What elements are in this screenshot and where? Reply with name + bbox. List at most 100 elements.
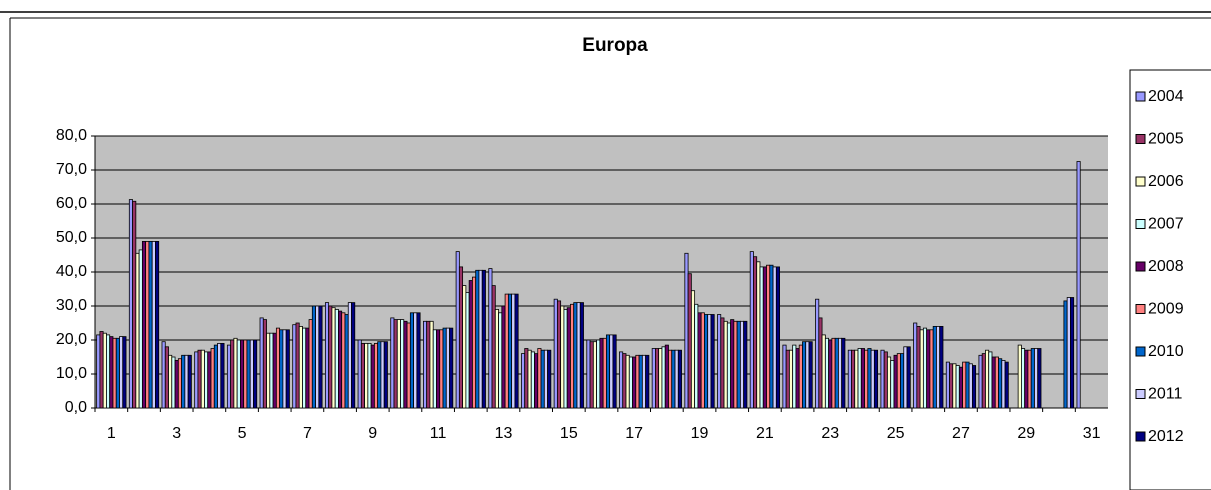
bar [423,320,428,409]
bar [432,329,437,409]
bar [217,342,222,409]
bar [1063,300,1068,409]
bar [292,324,297,409]
bar [249,339,254,409]
bar [488,268,493,409]
bar [102,332,107,409]
bar [122,336,127,409]
bar [926,329,931,409]
bar [690,290,696,409]
bar [99,331,104,409]
bar [449,327,454,409]
bar [298,325,303,409]
legend-swatch [1135,176,1146,187]
bar [527,349,532,409]
bar [269,332,274,409]
bar [900,353,905,409]
bar [792,344,797,409]
bar [436,329,441,409]
bar [168,354,173,409]
bar [945,361,950,409]
bar [756,261,761,409]
bar [475,269,480,409]
bar [949,363,954,409]
bar [808,341,813,409]
bar [315,305,320,409]
bar [213,344,218,409]
bar [367,342,372,409]
bar [1017,344,1022,409]
bar [403,320,408,409]
bar [262,319,267,409]
bar [119,336,124,409]
x-tick-label: 21 [756,425,774,442]
bar [236,339,241,409]
bar [655,348,660,409]
bar [128,199,133,409]
bar [723,320,728,409]
bar [903,346,908,409]
bar [971,365,977,409]
bar [364,342,369,409]
bar [782,344,787,409]
bar [230,339,235,409]
bar [991,356,996,409]
bar [151,240,156,409]
bar [141,240,147,409]
bar [625,354,630,409]
bar [521,353,526,409]
bar [838,337,843,409]
bar [622,353,627,409]
bar [896,353,901,409]
bar [400,319,405,409]
bar [383,341,388,409]
bar [553,298,558,409]
bar [981,353,986,409]
bar [275,327,281,409]
bar [331,307,336,409]
bar [514,293,519,409]
bar [465,291,470,409]
bar [1030,348,1035,409]
bar [164,346,169,409]
bar [226,344,232,409]
bar [204,351,209,409]
bar [684,252,689,409]
bar [831,337,836,409]
bar [1034,348,1039,409]
bar [308,319,313,409]
bar [592,341,597,409]
bar [357,339,362,409]
bar [1027,349,1032,409]
bar [710,314,715,409]
bar [772,266,777,409]
bar [726,322,731,409]
bar [259,317,264,409]
y-tick-label: 10,0 [56,365,87,382]
bar [481,269,486,409]
bar [730,319,735,409]
bar [547,349,552,409]
bar [390,317,395,409]
bar [739,320,745,409]
y-tick-label: 60,0 [56,195,87,212]
bar [775,266,780,409]
legend-swatch [1135,346,1146,357]
bar [893,354,898,409]
bar [847,349,852,409]
bar [161,341,166,409]
x-tick-label: 15 [560,425,578,442]
bar [233,337,238,409]
bar [651,348,656,409]
bar [717,314,722,409]
legend-swatch [1135,219,1146,229]
bar [694,303,699,409]
bar [524,348,529,409]
bar [664,344,669,409]
bar [148,240,153,409]
bar [155,240,160,409]
x-tick-label: 7 [303,425,312,442]
y-tick-label: 70,0 [56,161,87,178]
bar [958,366,963,409]
